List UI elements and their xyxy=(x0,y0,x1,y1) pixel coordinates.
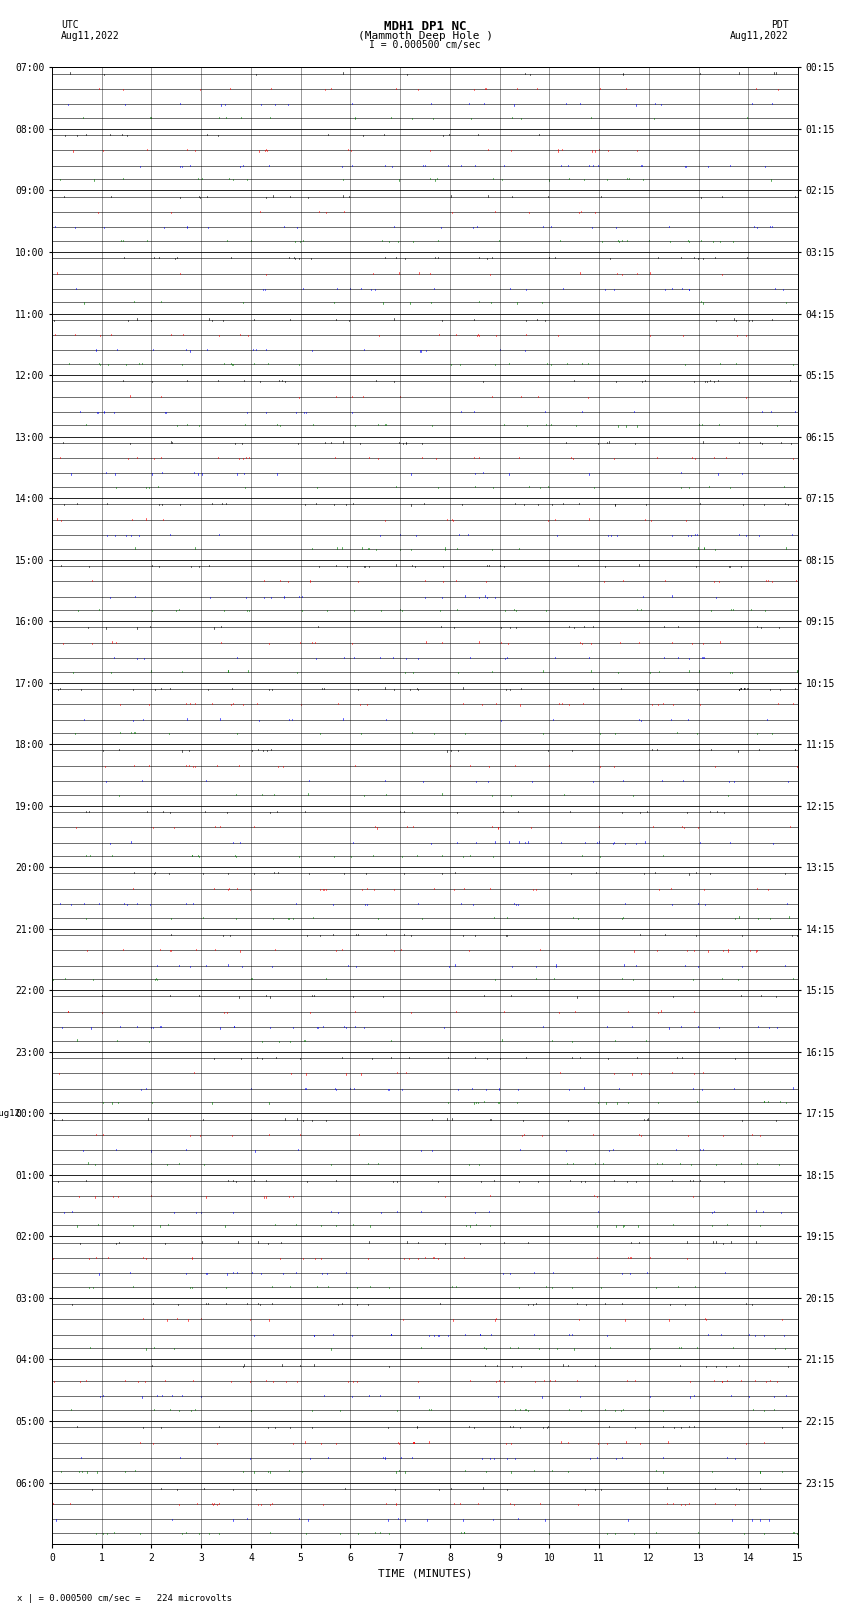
X-axis label: TIME (MINUTES): TIME (MINUTES) xyxy=(377,1569,473,1579)
Text: Aug11,2022: Aug11,2022 xyxy=(730,31,789,40)
Text: x | = 0.000500 cm/sec =   224 microvolts: x | = 0.000500 cm/sec = 224 microvolts xyxy=(17,1594,232,1603)
Text: UTC: UTC xyxy=(61,19,79,31)
Text: Aug12: Aug12 xyxy=(0,1108,20,1118)
Text: I = 0.000500 cm/sec: I = 0.000500 cm/sec xyxy=(369,40,481,50)
Text: Aug11,2022: Aug11,2022 xyxy=(61,31,120,40)
Text: MDH1 DP1 NC: MDH1 DP1 NC xyxy=(383,19,467,34)
Text: PDT: PDT xyxy=(771,19,789,31)
Text: (Mammoth Deep Hole ): (Mammoth Deep Hole ) xyxy=(358,31,492,40)
